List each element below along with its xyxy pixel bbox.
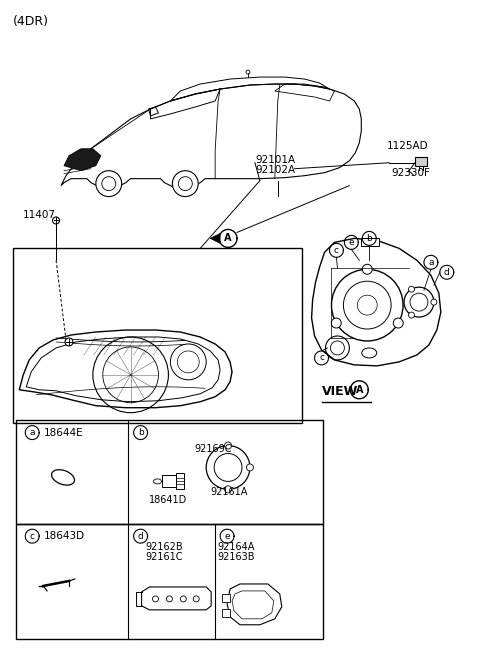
Bar [162, 476, 176, 487]
Text: (4DR): (4DR) [13, 15, 49, 28]
Circle shape [167, 596, 172, 602]
Text: c: c [319, 353, 324, 362]
Text: a: a [29, 428, 35, 437]
Circle shape [193, 596, 199, 602]
Text: 92162B: 92162B [145, 542, 183, 552]
Text: A: A [224, 233, 232, 243]
Circle shape [180, 596, 186, 602]
Text: 92163B: 92163B [217, 552, 254, 562]
Text: 18644E: 18644E [44, 427, 84, 438]
Circle shape [153, 596, 158, 602]
Text: 92102A: 92102A [255, 165, 295, 175]
Circle shape [53, 217, 60, 224]
Circle shape [172, 171, 198, 196]
Text: 92164A: 92164A [217, 542, 254, 552]
Bar [176, 474, 184, 489]
Circle shape [96, 171, 122, 196]
Circle shape [408, 286, 415, 292]
Circle shape [65, 338, 73, 346]
Text: d: d [444, 268, 450, 277]
Text: b: b [138, 428, 144, 437]
Bar [16, 524, 323, 639]
Bar [222, 594, 230, 602]
Text: VIEW: VIEW [322, 385, 358, 398]
Bar [13, 249, 301, 423]
Text: 1125AD: 1125AD [387, 141, 429, 151]
Bar [361, 239, 379, 247]
Bar [222, 609, 230, 617]
Text: 92101A: 92101A [255, 155, 295, 165]
Polygon shape [210, 233, 220, 243]
Bar [16, 419, 323, 524]
Circle shape [225, 486, 231, 493]
Text: d: d [138, 532, 144, 541]
Text: 92330F: 92330F [391, 168, 430, 178]
Text: a: a [428, 258, 433, 267]
Text: 92161A: 92161A [210, 487, 248, 497]
Circle shape [362, 264, 372, 274]
Text: e: e [348, 238, 354, 247]
Text: c: c [30, 532, 35, 541]
Text: 18643D: 18643D [44, 531, 85, 541]
Circle shape [408, 312, 415, 318]
Text: b: b [366, 234, 372, 243]
Circle shape [331, 318, 341, 328]
Text: e: e [224, 532, 230, 541]
Text: 11407: 11407 [23, 210, 56, 220]
Bar [415, 157, 427, 165]
Circle shape [393, 318, 403, 328]
Polygon shape [64, 149, 101, 171]
Text: 18641D: 18641D [148, 495, 187, 505]
Text: 92161C: 92161C [145, 552, 183, 562]
Circle shape [431, 299, 437, 305]
Text: A: A [356, 385, 363, 395]
Text: c: c [334, 246, 339, 255]
Text: 92169C: 92169C [194, 444, 232, 454]
Circle shape [246, 464, 253, 471]
Circle shape [225, 442, 231, 449]
